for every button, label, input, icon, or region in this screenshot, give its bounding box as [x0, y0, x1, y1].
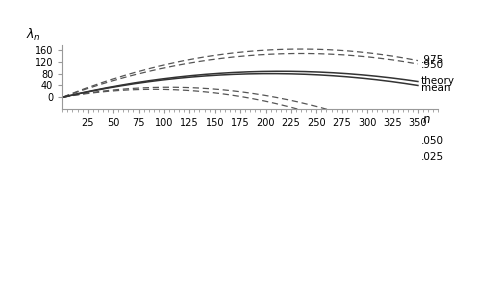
Text: .050: .050: [421, 136, 444, 146]
Text: .950: .950: [421, 61, 444, 71]
Text: .975: .975: [421, 55, 444, 65]
Text: mean: mean: [421, 82, 450, 92]
Text: theory: theory: [421, 76, 455, 86]
Text: n: n: [423, 113, 430, 126]
Text: .025: .025: [421, 152, 444, 162]
Text: $\lambda_n$: $\lambda_n$: [26, 27, 42, 43]
